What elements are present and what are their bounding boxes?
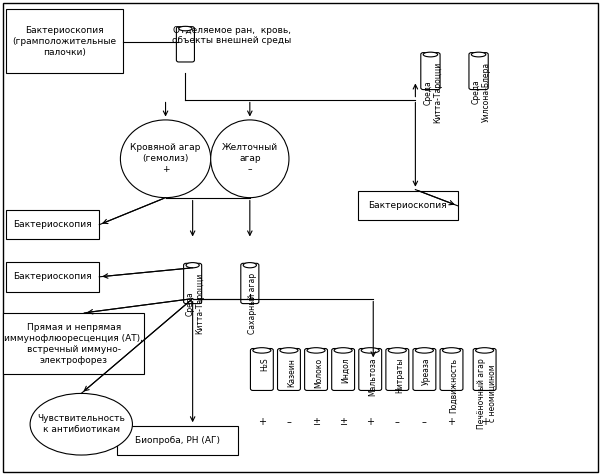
FancyBboxPatch shape	[386, 348, 409, 391]
FancyBboxPatch shape	[332, 348, 355, 391]
Text: Нитраты: Нитраты	[396, 358, 404, 393]
Text: +: +	[447, 417, 456, 427]
Text: Бактериоскопия: Бактериоскопия	[13, 273, 92, 281]
FancyBboxPatch shape	[469, 53, 488, 90]
Ellipse shape	[471, 52, 486, 57]
Text: ±: ±	[339, 417, 347, 427]
Text: ±: ±	[312, 417, 320, 427]
FancyBboxPatch shape	[6, 210, 99, 239]
Text: Желточный
агар
–: Желточный агар –	[222, 143, 278, 174]
Text: Молоко: Молоко	[314, 358, 323, 388]
Ellipse shape	[442, 348, 461, 353]
Text: Печёночный агар
с неомицином: Печёночный агар с неомицином	[477, 358, 497, 428]
FancyBboxPatch shape	[413, 348, 436, 391]
FancyBboxPatch shape	[305, 348, 327, 391]
Text: +: +	[480, 417, 489, 427]
Ellipse shape	[476, 348, 494, 353]
Text: Кровяной агар
(гемолиз)
+: Кровяной агар (гемолиз) +	[131, 143, 200, 174]
Ellipse shape	[243, 263, 256, 268]
Text: Бактериоскопия
(грамположительные
палочки): Бактериоскопия (грамположительные палочк…	[13, 26, 117, 57]
Ellipse shape	[30, 393, 132, 455]
FancyBboxPatch shape	[3, 313, 144, 374]
Ellipse shape	[388, 348, 406, 353]
Ellipse shape	[415, 348, 433, 353]
Text: Мальтоза: Мальтоза	[368, 358, 377, 396]
FancyBboxPatch shape	[176, 27, 194, 62]
Text: H₂S: H₂S	[260, 358, 268, 372]
Text: Среда
Китта-Тароцци: Среда Китта-Тароцци	[185, 273, 205, 334]
FancyBboxPatch shape	[358, 191, 458, 220]
FancyBboxPatch shape	[6, 262, 99, 292]
FancyBboxPatch shape	[359, 348, 382, 391]
Ellipse shape	[334, 348, 352, 353]
Ellipse shape	[186, 263, 199, 268]
Ellipse shape	[423, 52, 438, 57]
Text: –: –	[287, 417, 291, 427]
Ellipse shape	[307, 348, 325, 353]
Text: Сахарный агар: Сахарный агар	[248, 273, 256, 334]
Text: Биопроба, РН (АГ): Биопроба, РН (АГ)	[135, 436, 220, 445]
FancyBboxPatch shape	[440, 348, 463, 391]
FancyBboxPatch shape	[241, 264, 259, 304]
Ellipse shape	[253, 348, 271, 353]
Text: Уреаза: Уреаза	[423, 358, 431, 385]
FancyBboxPatch shape	[250, 348, 273, 391]
FancyBboxPatch shape	[184, 264, 202, 304]
Ellipse shape	[280, 348, 298, 353]
Ellipse shape	[179, 26, 192, 31]
Text: Индол: Индол	[341, 358, 350, 383]
Text: Подвижность: Подвижность	[450, 358, 458, 413]
FancyBboxPatch shape	[6, 9, 123, 73]
Text: Среда
Уилсона-Блера: Среда Уилсона-Блера	[471, 62, 491, 122]
Text: Казеин: Казеин	[287, 358, 296, 387]
FancyBboxPatch shape	[421, 53, 440, 90]
Ellipse shape	[361, 348, 379, 353]
FancyBboxPatch shape	[278, 348, 300, 391]
Ellipse shape	[120, 120, 211, 198]
Ellipse shape	[211, 120, 289, 198]
Text: Бактериоскопия: Бактериоскопия	[368, 201, 447, 210]
Text: +: +	[258, 417, 266, 427]
Text: Чувствительность
к антибиотикам: Чувствительность к антибиотикам	[37, 414, 125, 434]
Text: Прямая и непрямая
иммунофлюоресценция (АТ),
встречный иммуно-
электрофорез: Прямая и непрямая иммунофлюоресценция (А…	[4, 322, 143, 365]
Text: +: +	[366, 417, 374, 427]
Text: Отделяемое ран,  кровь,
объекты внешней среды: Отделяемое ран, кровь, объекты внешней с…	[172, 26, 291, 45]
FancyBboxPatch shape	[117, 426, 238, 455]
FancyBboxPatch shape	[473, 348, 496, 391]
Text: –: –	[422, 417, 427, 427]
Text: Среда
Китта-Тароцци: Среда Китта-Тароцци	[423, 62, 442, 123]
Text: Бактериоскопия: Бактериоскопия	[13, 220, 92, 229]
Text: –: –	[395, 417, 400, 427]
